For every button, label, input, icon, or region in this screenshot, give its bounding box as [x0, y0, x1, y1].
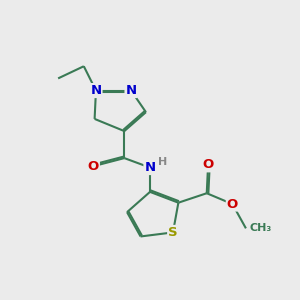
- Text: H: H: [158, 157, 167, 167]
- Text: N: N: [144, 161, 156, 174]
- Text: CH₃: CH₃: [250, 224, 272, 233]
- Text: O: O: [202, 158, 214, 171]
- Text: O: O: [227, 197, 238, 211]
- Text: O: O: [88, 160, 99, 173]
- Text: S: S: [168, 226, 178, 239]
- Text: N: N: [90, 84, 101, 97]
- Text: N: N: [125, 84, 136, 97]
